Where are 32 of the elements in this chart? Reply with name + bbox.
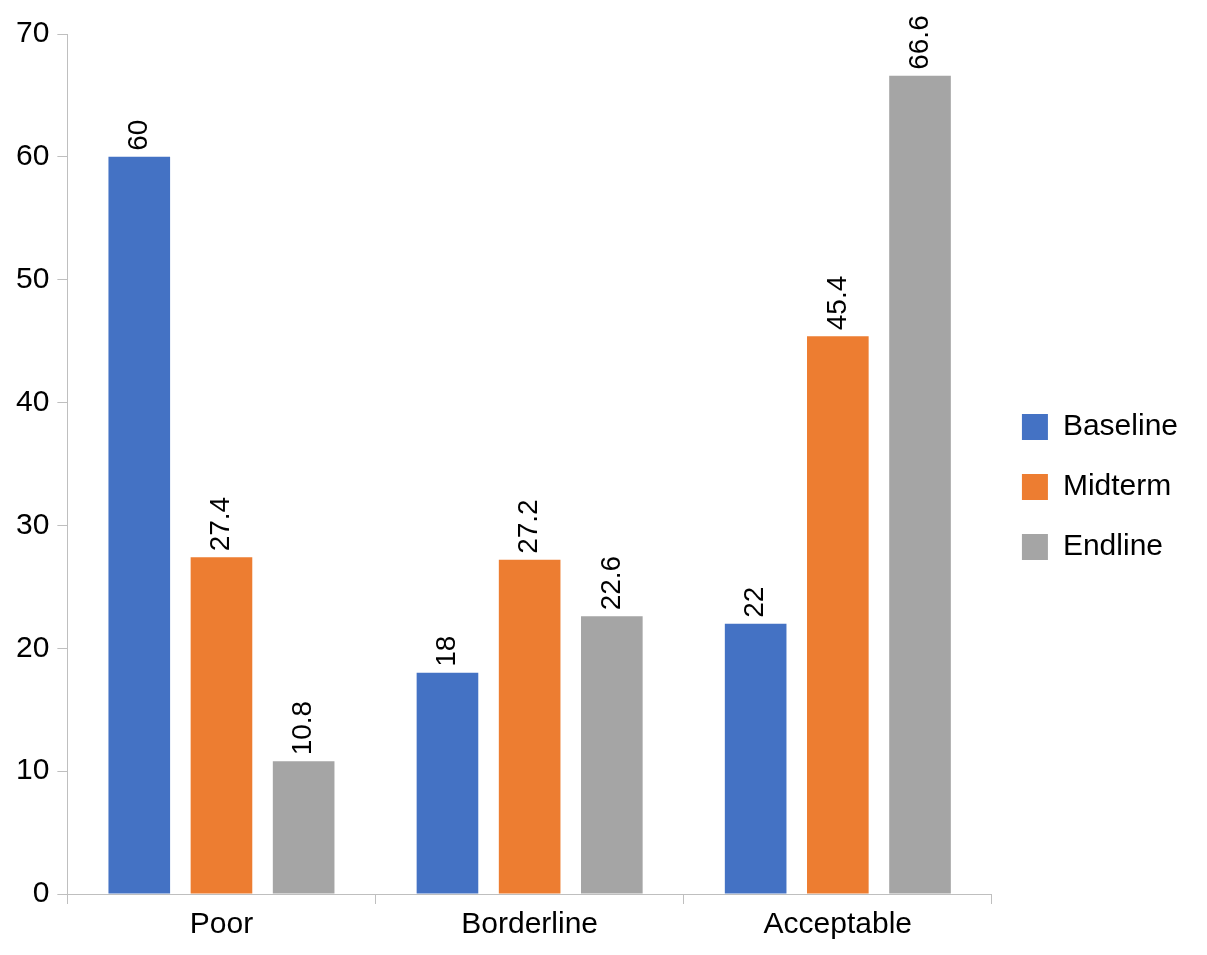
- y-tick-label: 60: [15, 138, 50, 172]
- data-label: 22.6: [594, 555, 626, 611]
- data-label: 60: [122, 119, 153, 151]
- data-label: 27.2: [512, 499, 544, 554]
- legend-label: Baseline: [1062, 408, 1178, 442]
- data-label: 18: [430, 635, 462, 667]
- y-tick-label: 70: [15, 15, 50, 49]
- bar: [272, 761, 335, 894]
- bar: [581, 616, 643, 894]
- data-label: 22: [738, 586, 770, 618]
- bar: [108, 156, 171, 894]
- data-label: 10.8: [286, 700, 318, 756]
- x-tick-label: Borderline: [461, 906, 599, 940]
- legend-label: Midterm: [1062, 468, 1172, 502]
- bar: [889, 75, 951, 894]
- x-tick-label: Acceptable: [763, 906, 913, 940]
- y-tick-label: 20: [15, 629, 50, 663]
- bar: [498, 559, 561, 894]
- y-tick-label: 30: [15, 506, 50, 540]
- y-tick-label: 40: [15, 383, 50, 417]
- bar: [416, 672, 479, 894]
- bar: [190, 557, 253, 894]
- legend-label: Endline: [1062, 528, 1163, 562]
- y-tick-label: 0: [32, 875, 50, 909]
- y-tick-label: 10: [15, 752, 50, 786]
- y-tick-label: 50: [15, 260, 50, 294]
- data-label: 45.4: [820, 275, 852, 331]
- data-label: 27.4: [204, 496, 236, 552]
- bar: [807, 336, 869, 894]
- bar: [724, 623, 787, 894]
- data-label: 66.6: [902, 15, 934, 70]
- x-tick-label: Poor: [189, 906, 254, 940]
